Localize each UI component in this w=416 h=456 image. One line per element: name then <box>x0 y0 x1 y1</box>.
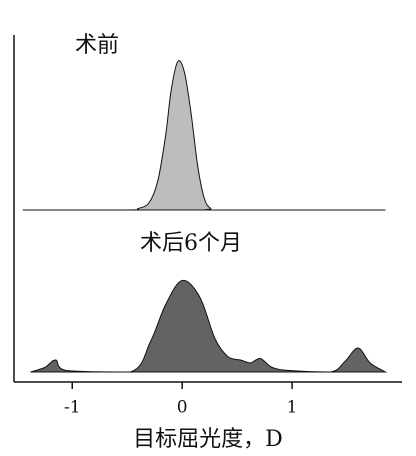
density-ridge <box>22 60 386 211</box>
ridge-label: 术后6个月 <box>140 231 242 256</box>
x-tick-label: 0 <box>177 398 188 418</box>
x-tick-label: -1 <box>64 398 81 418</box>
density-ridge <box>30 279 388 373</box>
x-axis-title: 目标屈光度，D <box>133 427 283 452</box>
x-tick-label: 1 <box>287 398 298 418</box>
ridge-label: 术前 <box>75 33 119 58</box>
